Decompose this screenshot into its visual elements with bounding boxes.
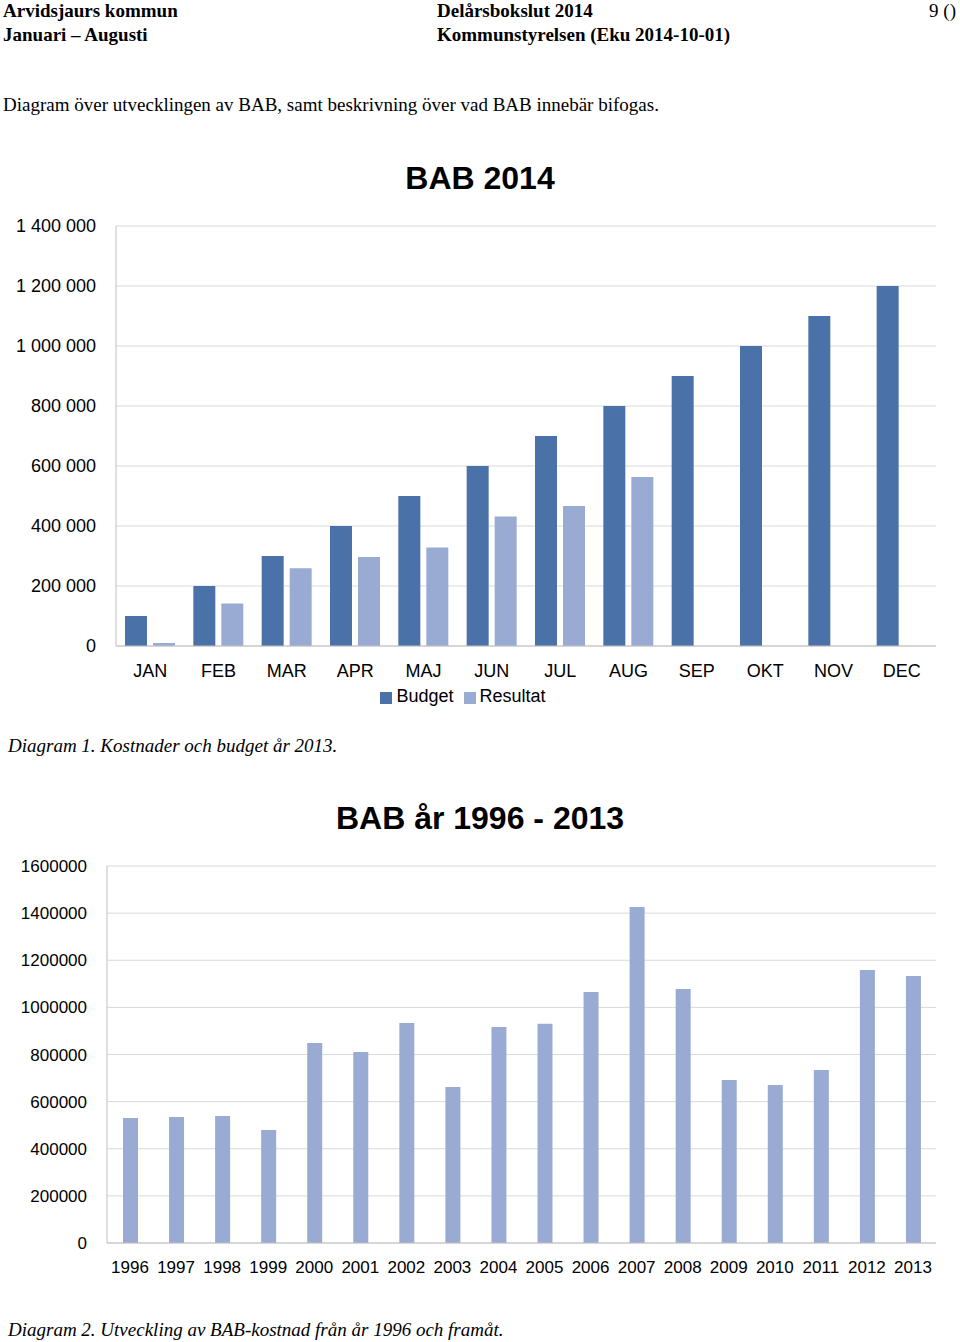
svg-text:2007: 2007 [618, 1258, 656, 1277]
svg-text:400 000: 400 000 [31, 516, 96, 536]
svg-text:600 000: 600 000 [31, 456, 96, 476]
svg-text:FEB: FEB [201, 661, 236, 681]
svg-text:1200000: 1200000 [21, 951, 87, 970]
svg-text:2013: 2013 [894, 1258, 932, 1277]
svg-text:200000: 200000 [30, 1187, 87, 1206]
svg-text:MAJ: MAJ [406, 661, 442, 681]
html-text:Kommunstyrelsen (Eku 2014-10-0: Kommunstyrelsen (Eku 2014-10-01) [437, 24, 731, 45]
svg-text:2003: 2003 [434, 1258, 472, 1277]
svg-text:MAR: MAR [267, 661, 307, 681]
svg-text:2000: 2000 [295, 1258, 333, 1277]
svg-text:2005: 2005 [526, 1258, 564, 1277]
svg-text:1997: 1997 [157, 1258, 195, 1277]
svg-text:2010: 2010 [756, 1258, 794, 1277]
svg-text:APR: APR [337, 661, 374, 681]
svg-text:1999: 1999 [249, 1258, 287, 1277]
svg-text:JUL: JUL [544, 661, 576, 681]
html-text:Delårsbokslut 2014: Delårsbokslut 2014 [437, 0, 593, 21]
html-text:9 (): 9 () [929, 0, 956, 21]
svg-text:800000: 800000 [30, 1046, 87, 1065]
svg-text:200 000: 200 000 [31, 576, 96, 596]
svg-text:1996: 1996 [111, 1258, 149, 1277]
html-text:Resultat: Resultat [479, 686, 546, 706]
svg-text:600000: 600000 [30, 1093, 87, 1112]
svg-text:2006: 2006 [572, 1258, 610, 1277]
svg-text:800 000: 800 000 [31, 396, 96, 416]
svg-text:JUN: JUN [474, 661, 509, 681]
svg-text:1 200 000: 1 200 000 [16, 276, 96, 296]
svg-text:0: 0 [78, 1234, 87, 1253]
svg-text:SEP: SEP [679, 661, 715, 681]
svg-text:DEC: DEC [883, 661, 921, 681]
svg-text:0: 0 [86, 636, 96, 656]
html-text:Diagram 2. Utveckling av BAB-k: Diagram 2. Utveckling av BAB-kostnad frå… [8, 1319, 504, 1340]
svg-text:1600000: 1600000 [21, 857, 87, 876]
svg-text:AUG: AUG [609, 661, 648, 681]
svg-text:2004: 2004 [480, 1258, 518, 1277]
svg-text:NOV: NOV [814, 661, 853, 681]
html-text:Arvidsjaurs kommun: Arvidsjaurs kommun [3, 0, 178, 21]
html-text:Januari – Augusti: Januari – Augusti [3, 24, 148, 45]
svg-text:2012: 2012 [848, 1258, 886, 1277]
html-text:Budget: Budget [396, 686, 454, 706]
html-text:BAB 2014: BAB 2014 [405, 160, 555, 196]
svg-text:2009: 2009 [710, 1258, 748, 1277]
svg-text:2001: 2001 [341, 1258, 379, 1277]
svg-text:1000000: 1000000 [21, 998, 87, 1017]
svg-text:1998: 1998 [203, 1258, 241, 1277]
html-text:Diagram över utvecklingen av B: Diagram över utvecklingen av BAB, samt b… [3, 94, 659, 115]
svg-text:1400000: 1400000 [21, 904, 87, 923]
svg-text:2011: 2011 [803, 1258, 840, 1277]
svg-text:JAN: JAN [133, 661, 167, 681]
svg-text:1 400 000: 1 400 000 [16, 216, 96, 236]
html-text:Diagram 1. Kostnader och budge: Diagram 1. Kostnader och budget år 2013. [8, 735, 338, 756]
svg-text:1 000 000: 1 000 000 [16, 336, 96, 356]
svg-text:2002: 2002 [387, 1258, 425, 1277]
svg-text:400000: 400000 [30, 1140, 87, 1159]
svg-text:2008: 2008 [664, 1258, 702, 1277]
html-text:BAB år 1996 - 2013: BAB år 1996 - 2013 [335, 800, 625, 836]
svg-text:OKT: OKT [747, 661, 784, 681]
